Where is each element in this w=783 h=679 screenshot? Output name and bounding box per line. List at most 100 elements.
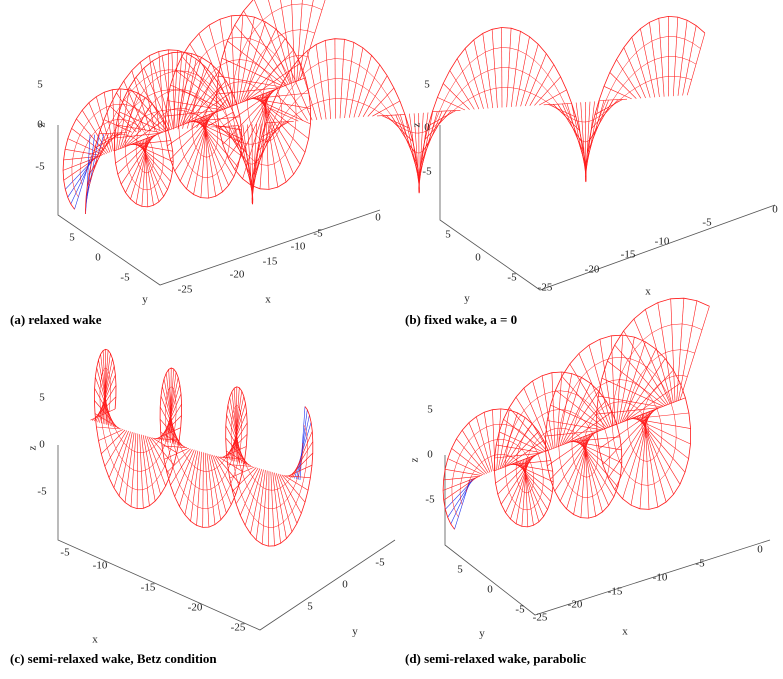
wake-ring-line [253, 63, 257, 72]
wake-ring-line [307, 105, 313, 108]
wake-ring-line [522, 491, 524, 493]
wake-ring-line [528, 424, 532, 430]
wake-ring-line [629, 437, 631, 444]
wake-ring-line [262, 165, 268, 166]
wake-ring-line [217, 169, 221, 174]
wake-ring-line [219, 480, 222, 484]
wake-ring-line [516, 475, 517, 480]
wake-ring-line [185, 473, 188, 478]
wake-ring-line [470, 57, 478, 63]
wake-ring-line [287, 118, 292, 122]
wake-ring-line [575, 417, 577, 425]
wake-ring-line [578, 472, 581, 475]
wake-ring-line [188, 499, 193, 504]
wake-ring-line [349, 80, 356, 83]
wake-ring-line [162, 92, 168, 95]
wake-ring-line [212, 152, 214, 155]
wake-ring-line [547, 430, 551, 432]
wake-ring-line [188, 164, 192, 170]
wake-ring-line [304, 468, 306, 477]
wake-ring-line [641, 63, 648, 67]
wake-ring-line [204, 133, 205, 135]
wake-ring-line [284, 499, 287, 503]
wake-ring-line [129, 448, 132, 450]
wake-ring-line [386, 109, 391, 116]
wake-ring-line [693, 43, 701, 49]
wake-ring-line [214, 148, 216, 152]
wake-ring-line [487, 425, 494, 427]
wake-ring-line [293, 128, 295, 138]
wake-ring-line [293, 483, 295, 489]
wake-ring-line [542, 469, 543, 477]
wake-ring-line [374, 78, 381, 86]
wake-ring-line [165, 72, 173, 74]
wake-ring-line [185, 455, 187, 459]
wake-ring-line [193, 504, 198, 507]
wake-ring-line [576, 467, 578, 471]
wake-ring-line [597, 446, 598, 452]
wake-ring-line [614, 402, 618, 403]
x-tick-label: -10 [93, 560, 108, 572]
wake-ring-line [559, 446, 560, 457]
wake-ring-line [596, 463, 597, 468]
wake-ring-line [630, 404, 634, 406]
wake-ring-line [107, 448, 110, 458]
wake-ring-line [237, 146, 240, 152]
wake-ring-line [629, 52, 636, 60]
wake-ring-line [288, 479, 290, 482]
wake-ring-line [157, 74, 165, 78]
wake-ring-line [121, 440, 124, 443]
wake-ring-line [564, 477, 568, 485]
wake-ring-line [642, 485, 648, 486]
wake-ring-line [496, 88, 502, 89]
wake-ring-line [562, 468, 565, 477]
wake-ring-line [127, 485, 132, 488]
wake-ring-line [175, 447, 177, 454]
wake-ring-line [80, 164, 81, 169]
wake-ring-line [629, 477, 635, 482]
wake-ring-line [199, 489, 203, 490]
wake-ring-line [131, 136, 134, 138]
wake-ring-line [273, 508, 277, 509]
wake-ring-line [341, 99, 347, 100]
wake-ring-line [125, 137, 126, 147]
wake-ring-line [479, 91, 485, 93]
wake-ring-line [275, 489, 278, 490]
wake-ring-line [156, 456, 159, 461]
wake-ring-line [485, 90, 491, 92]
wake-ring-line [648, 484, 654, 486]
x-tick-label: -25 [178, 284, 193, 296]
wake-ring-line [342, 79, 349, 80]
wake-ring-line [648, 60, 655, 63]
wake-wireframe [86, 16, 705, 214]
wake-ring-line [285, 482, 287, 484]
wake-ring-line [272, 36, 279, 41]
wake-ring-line [114, 466, 118, 474]
y-tick-label: 5 [307, 601, 313, 613]
wake-ring-line [122, 460, 126, 464]
wake-ring-line [318, 101, 324, 103]
wake-ring-line [564, 400, 568, 411]
wake-ring-line [186, 111, 192, 113]
caption: (c) semi-relaxed wake, Betz condition [10, 651, 217, 666]
wake-ring-line [622, 360, 628, 372]
wake-ring-line [620, 380, 627, 381]
wake-ring-line [661, 438, 662, 445]
wake-ring-line [463, 467, 465, 473]
wake-ring-line [264, 84, 266, 89]
wake-ring-line [475, 448, 479, 452]
wake-ring-line [158, 134, 161, 142]
wake-ring-line [463, 100, 468, 104]
wake-ring-line [482, 460, 485, 462]
wake-ring-line [685, 39, 693, 43]
wake-ring-line [250, 39, 259, 42]
wake-ring-line [279, 522, 284, 525]
wake-ring-line [191, 92, 196, 95]
wake-ring-line [488, 456, 491, 458]
wake-ring-line [602, 482, 605, 488]
wake-ring-line [255, 480, 258, 483]
wake-ring-line [599, 408, 603, 411]
wake-ring-line [541, 67, 548, 75]
wake-ring-line [597, 489, 601, 494]
wake-ring-line [460, 448, 464, 455]
